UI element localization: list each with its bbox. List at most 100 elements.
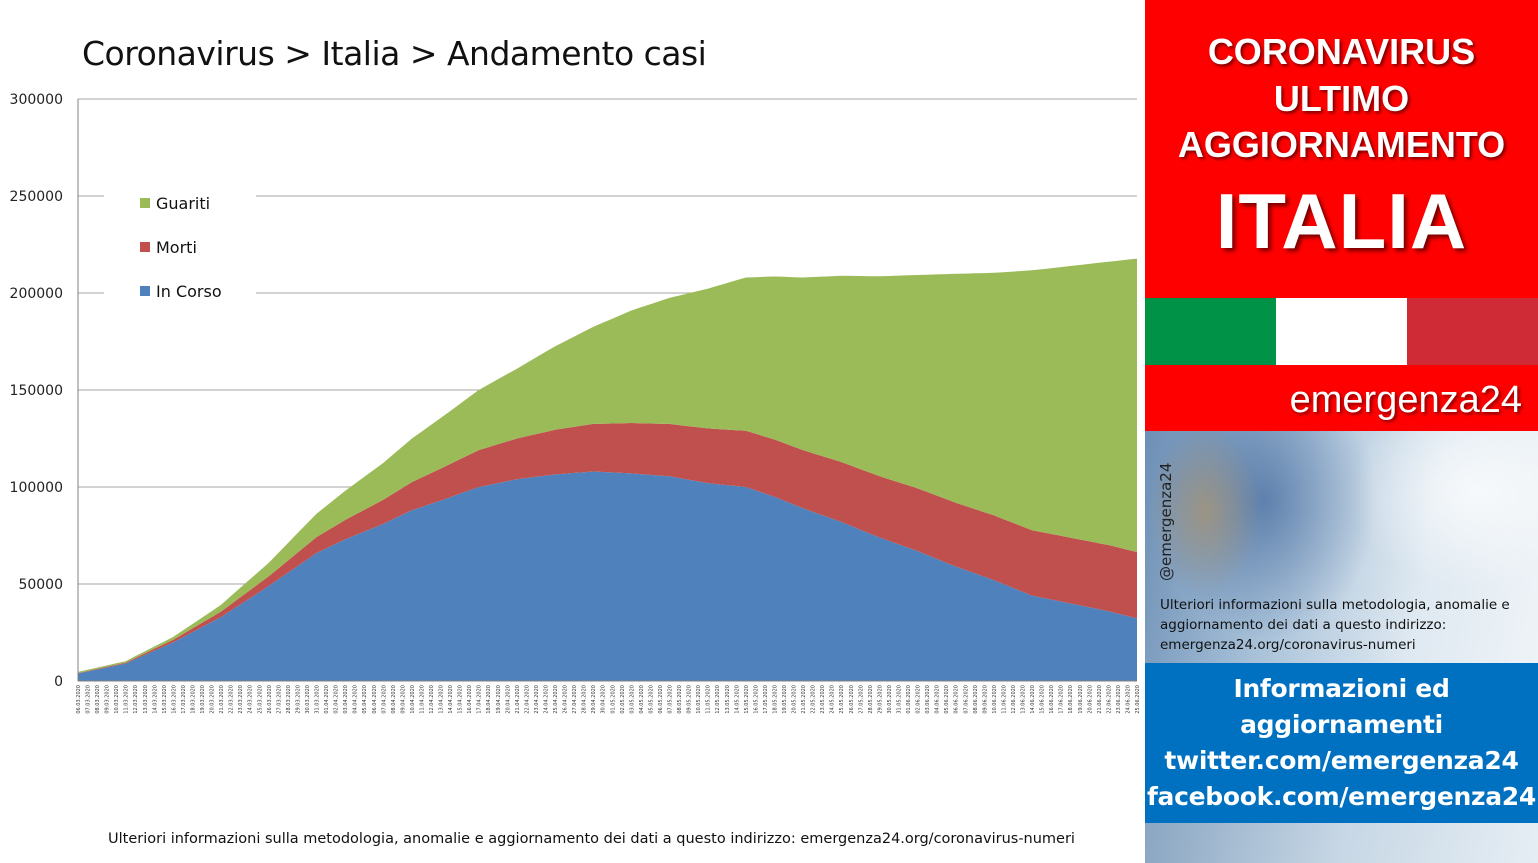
x-tick-label: 15.05.2020	[744, 685, 750, 714]
banner-line-3: AGGIORNAMENTO	[1177, 124, 1506, 165]
x-tick-label: 27.04.2020	[572, 685, 578, 714]
x-tick-label: 15.04.2020	[458, 685, 464, 714]
chart-title: Coronavirus > Italia > Andamento casi	[82, 34, 707, 73]
x-tick-label: 11.06.2020	[1001, 685, 1007, 714]
x-tick-label: 19.04.2020	[496, 685, 502, 714]
x-tick-label: 18.03.2020	[190, 685, 196, 714]
series-area-guariti	[78, 258, 1137, 673]
x-tick-label: 08.05.2020	[677, 685, 683, 714]
x-tick-label: 10.06.2020	[992, 685, 998, 714]
x-tick-label: 12.03.2020	[133, 685, 139, 714]
x-tick-label: 17.05.2020	[763, 685, 769, 714]
x-tick-label: 07.03.2020	[86, 685, 92, 714]
twitter-link[interactable]: twitter.com/emergenza24	[1164, 746, 1519, 775]
x-tick-label: 21.05.2020	[801, 685, 807, 714]
x-tick-label: 26.04.2020	[563, 685, 569, 714]
chart-svg: 0 50000 100000 150000 200000 250000 300000 06.0…	[10, 92, 1141, 714]
x-tick-label: 11.03.2020	[124, 685, 130, 714]
x-tick-label: 04.06.2020	[935, 685, 941, 714]
x-tick-label: 31.05.2020	[896, 685, 902, 714]
x-tick-label: 26.05.2020	[849, 685, 855, 714]
x-tick-label: 24.06.2020	[1125, 685, 1131, 714]
x-tick-label: 06.03.2020	[76, 685, 82, 714]
x-tick-label: 13.05.2020	[725, 685, 731, 714]
legend-swatch	[140, 198, 150, 208]
banner-line-2: ULTIMO	[1273, 78, 1410, 119]
x-tick-label: 07.04.2020	[381, 685, 387, 714]
x-tick-label: 17.06.2020	[1059, 685, 1065, 714]
y-tick-label: 50000	[18, 577, 63, 593]
x-tick-label: 10.05.2020	[696, 685, 702, 714]
x-tick-label: 20.04.2020	[505, 685, 511, 714]
x-tick-label: 29.03.2020	[295, 685, 301, 714]
x-tick-label: 17.03.2020	[181, 685, 187, 714]
x-tick-label: 08.04.2020	[391, 685, 397, 714]
x-tick-label: 28.05.2020	[868, 685, 874, 714]
facebook-link[interactable]: facebook.com/emergenza24	[1146, 782, 1537, 811]
x-tick-label: 09.06.2020	[982, 685, 988, 714]
legend-label: Guariti	[156, 194, 210, 213]
chart-area: 0 50000 100000 150000 200000 250000 300000 06.0…	[9, 34, 1141, 847]
x-tick-label: 18.04.2020	[486, 685, 492, 714]
x-tick-label: 21.04.2020	[515, 685, 521, 714]
x-tick-label: 22.06.2020	[1106, 685, 1112, 714]
x-tick-label: 21.03.2020	[219, 685, 225, 714]
x-tick-label: 17.04.2020	[477, 685, 483, 714]
x-tick-label: 24.05.2020	[830, 685, 836, 714]
banner-country: ITALIA	[1215, 177, 1468, 265]
x-tick-label: 08.06.2020	[973, 685, 979, 714]
x-tick-label: 28.04.2020	[582, 685, 588, 714]
footer-note: Ulteriori informazioni sulla metodologia…	[108, 831, 1075, 847]
x-tick-label: 05.05.2020	[648, 685, 654, 714]
series-area-morti	[78, 423, 1137, 674]
x-tick-label: 19.03.2020	[200, 685, 206, 714]
series-area-in-corso	[78, 471, 1137, 681]
x-tick-label: 11.04.2020	[419, 685, 425, 714]
legend-label: In Corso	[156, 282, 222, 301]
y-tick-label: 300000	[10, 92, 63, 108]
x-tick-label: 10.04.2020	[410, 685, 416, 714]
x-tick-label: 05.06.2020	[944, 685, 950, 714]
x-tick-label: 23.04.2020	[534, 685, 540, 714]
x-tick-label: 20.03.2020	[210, 685, 216, 714]
x-tick-label: 23.05.2020	[820, 685, 826, 714]
flag-stripe-red	[1407, 298, 1538, 365]
x-tick-label: 22.05.2020	[811, 685, 817, 714]
background-photo: @emergenza24 Ulteriori informazioni sull…	[1145, 431, 1538, 663]
x-tick-label: 12.06.2020	[1011, 685, 1017, 714]
legend-label: Morti	[156, 238, 197, 257]
x-tick-label: 25.04.2020	[553, 685, 559, 714]
x-tick-label: 13.03.2020	[143, 685, 149, 714]
x-tick-label: 16.03.2020	[171, 685, 177, 714]
x-tick-label: 01.05.2020	[610, 685, 616, 714]
info-line-2: aggiornamenti	[1240, 710, 1443, 739]
flag-stripe-white	[1276, 298, 1407, 365]
x-tick-label: 14.05.2020	[734, 685, 740, 714]
brand-name: emergenza24	[1289, 379, 1522, 421]
x-tick-label: 06.04.2020	[372, 685, 378, 714]
background-photo-bottom	[1145, 823, 1538, 863]
x-tick-label: 21.06.2020	[1097, 685, 1103, 714]
x-tick-label: 30.03.2020	[305, 685, 311, 714]
x-tick-label: 06.06.2020	[954, 685, 960, 714]
x-tick-label: 23.06.2020	[1116, 685, 1122, 714]
x-tick-label: 16.06.2020	[1049, 685, 1055, 714]
x-tick-label: 12.04.2020	[429, 685, 435, 714]
x-tick-label: 03.06.2020	[925, 685, 931, 714]
x-tick-label: 20.06.2020	[1087, 685, 1093, 714]
x-tick-label: 09.03.2020	[105, 685, 111, 714]
x-tick-label: 04.04.2020	[353, 685, 359, 714]
x-tick-label: 27.03.2020	[276, 685, 282, 714]
x-tick-label: 07.06.2020	[963, 685, 969, 714]
x-tick-label: 27.05.2020	[858, 685, 864, 714]
x-tick-label: 14.04.2020	[448, 685, 454, 714]
x-tick-label: 28.03.2020	[286, 685, 292, 714]
x-tick-label: 25.06.2020	[1135, 685, 1141, 714]
methodology-note: Ulteriori informazioni sulla metodologia…	[1160, 597, 1510, 653]
x-tick-label: 06.05.2020	[658, 685, 664, 714]
x-tick-label: 13.04.2020	[439, 685, 445, 714]
flag-stripe-green	[1145, 298, 1276, 365]
legend-swatch	[140, 242, 150, 252]
x-tick-label: 25.05.2020	[839, 685, 845, 714]
update-banner: CORONAVIRUS ULTIMO AGGIORNAMENTO ITALIA	[1145, 0, 1538, 298]
